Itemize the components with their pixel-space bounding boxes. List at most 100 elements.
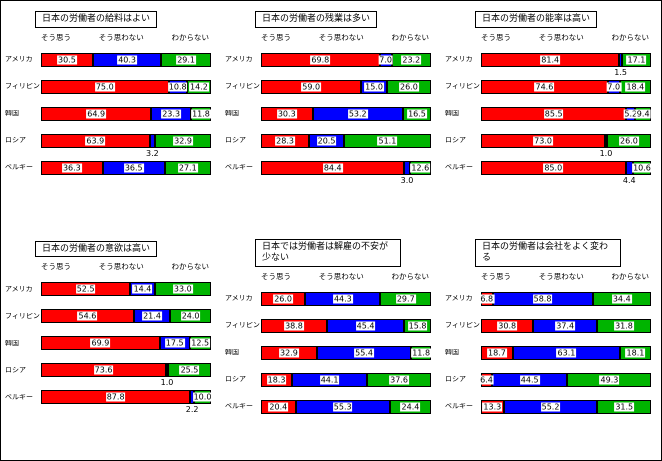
value-label: 15.0 — [364, 82, 384, 92]
plot-area: アメリカ 26.0 44.3 29.7 フィリピン 38.8 45.4 15.8 韓国 32.9 5… — [225, 285, 432, 420]
value-label: 4.4 — [621, 175, 637, 185]
value-label: 58.8 — [532, 294, 553, 304]
bar-row: ベルギー 20.4 55.3 24.4 — [225, 393, 431, 420]
country-label: ロシア — [5, 366, 26, 374]
legend-unknown: わからない — [171, 32, 210, 42]
value-label: 15.8 — [407, 321, 428, 331]
value-label: 10.8 — [167, 82, 188, 92]
value-label: 74.6 — [534, 82, 555, 92]
legend-disagree: そう思わない — [538, 32, 584, 42]
value-label: 14.4 — [132, 284, 153, 294]
stacked-bar: 32.9 55.4 11.8 — [261, 345, 432, 360]
value-label: 18.1 — [625, 348, 646, 358]
bar-row: アメリカ 81.4 1.5 17.1 — [445, 46, 651, 77]
value-label: 29.1 — [176, 55, 196, 65]
stacked-bar: 87.8 2.2 10.0 — [41, 390, 213, 415]
value-label: 18.4 — [625, 82, 646, 92]
value-label: 34.4 — [611, 294, 632, 304]
stacked-bar: 73.0 1.0 26.0 — [481, 133, 651, 158]
legend-agree: そう思う — [481, 32, 511, 42]
value-label: 7.0 — [606, 82, 622, 92]
value-label: 23.3 — [161, 109, 182, 119]
chart-overtime: 日本の労働者の残業は多い そう思う そう思わない わからない アメリカ 69.8 7… — [221, 1, 441, 231]
legend-agree: そう思う — [481, 271, 511, 281]
legend-disagree: そう思わない — [538, 271, 584, 281]
country-label: フィリピン — [225, 322, 260, 330]
bar-row: フィリピン 59.0 15.0 26.0 — [225, 73, 431, 100]
country-label: ベルギー — [225, 403, 253, 411]
value-label: 18.3 — [266, 375, 287, 385]
value-label: 6.8 — [479, 294, 495, 304]
country-label: ベルギー — [445, 164, 473, 172]
value-label: 73.0 — [533, 136, 553, 146]
bar-row: ロシア 73.6 1.0 25.5 — [5, 357, 211, 388]
chart-efficiency: 日本の労働者の能率は高い そう思う そう思わない わからない アメリカ 81.4 1… — [441, 1, 661, 231]
bar-row: ロシア 63.9 3.2 32.9 — [5, 127, 211, 158]
value-label: 85.5 — [543, 109, 564, 119]
stacked-bar: 54.6 21.4 24.0 — [41, 309, 211, 324]
value-label: 63.1 — [556, 348, 577, 358]
bar-row: ベルギー 13.3 55.2 31.5 — [445, 393, 651, 420]
value-label: 21.4 — [142, 311, 162, 321]
legend-unknown: わからない — [171, 262, 210, 272]
bar-row: ロシア 18.3 44.1 37.6 — [225, 366, 431, 393]
value-label: 27.1 — [177, 163, 198, 173]
value-label: 24.4 — [400, 402, 421, 412]
value-label: 24.0 — [180, 311, 201, 321]
bar-segment-disagree — [619, 52, 622, 67]
stacked-bar: 30.5 40.3 29.1 — [41, 52, 211, 67]
chart-title: 日本の労働者は会社をよく変わる — [475, 238, 621, 267]
chart-job-change: 日本の労働者は会社をよく変わる そう思う そう思わない わからない アメリカ 6.… — [441, 231, 661, 461]
country-label: アメリカ — [5, 285, 33, 293]
legend: そう思う そう思わない わからない — [481, 273, 649, 281]
value-label: 17.1 — [626, 55, 647, 65]
bar-row: ロシア 6.4 44.5 49.3 — [445, 366, 651, 393]
value-label: 59.0 — [301, 82, 322, 92]
country-label: アメリカ — [225, 295, 253, 303]
value-label: 33.0 — [172, 284, 193, 294]
bar-row: フィリピン 75.0 10.8 14.2 — [5, 73, 211, 100]
value-label: 55.3 — [332, 402, 353, 412]
value-label: 81.4 — [540, 55, 561, 65]
value-label: 26.0 — [618, 136, 639, 146]
value-label: 3.0 — [399, 175, 415, 185]
country-label: フィリピン — [5, 312, 40, 320]
stacked-bar: 6.8 58.8 34.4 — [479, 291, 651, 306]
bar-row: フィリピン 74.6 7.0 18.4 — [445, 73, 651, 100]
value-label: 69.8 — [310, 55, 331, 65]
value-label: 75.0 — [94, 82, 115, 92]
country-label: アメリカ — [225, 56, 253, 64]
value-label: 54.6 — [77, 311, 98, 321]
legend-agree: そう思う — [261, 271, 291, 281]
bar-row: 韓国 64.9 23.3 11.8 — [5, 100, 211, 127]
country-label: ロシア — [225, 376, 246, 384]
value-label: 11.8 — [411, 348, 432, 358]
country-label: フィリピン — [445, 83, 480, 91]
legend-unknown: わからない — [391, 32, 430, 42]
value-label: 10.6 — [632, 163, 652, 173]
stacked-bar: 13.3 55.2 31.5 — [481, 399, 651, 414]
stacked-bar: 6.4 44.5 49.3 — [479, 372, 651, 387]
value-label: 30.8 — [497, 321, 518, 331]
value-label: 23.2 — [401, 55, 422, 65]
value-label: 17.5 — [164, 338, 185, 348]
legend-agree: そう思う — [261, 32, 291, 42]
bar-row: フィリピン 54.6 21.4 24.0 — [5, 303, 211, 330]
value-label: 44.5 — [519, 375, 540, 385]
value-label: 6.4 — [479, 375, 494, 385]
bar-row: ベルギー 84.4 3.0 12.6 — [225, 154, 431, 185]
bar-row: ロシア 73.0 1.0 26.0 — [445, 127, 651, 158]
value-label: 85.0 — [543, 163, 564, 173]
chart-title: 日本の労働者の残業は多い — [255, 11, 378, 28]
value-label: 52.5 — [75, 284, 96, 294]
value-label: 36.3 — [61, 163, 82, 173]
legend-disagree: そう思わない — [318, 271, 364, 281]
legend-disagree: そう思わない — [98, 32, 144, 42]
stacked-bar: 81.4 1.5 17.1 — [481, 52, 651, 77]
stacked-bar: 30.3 53.2 16.5 — [261, 106, 431, 121]
stacked-bar: 85.5 5.2 9.4 — [481, 106, 651, 121]
value-label: 45.4 — [355, 321, 376, 331]
legend: そう思う そう思わない わからない — [261, 273, 429, 281]
value-label: 73.6 — [93, 365, 114, 375]
country-label: 韓国 — [5, 110, 19, 118]
